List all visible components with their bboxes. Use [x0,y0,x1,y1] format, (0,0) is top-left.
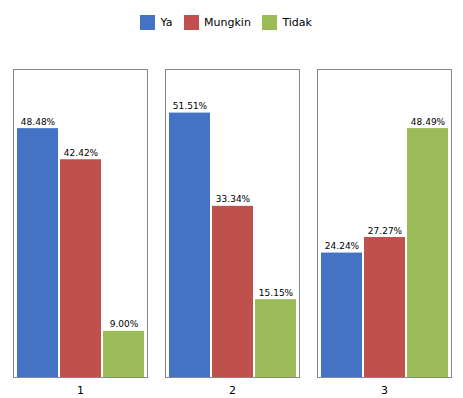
html-text:Ya: Ya [160,16,173,29]
svg-text:42.42%: 42.42% [64,147,99,157]
svg-text:2: 2 [229,384,236,397]
svg-text:33.34%: 33.34% [216,194,251,204]
svg-text:48.48%: 48.48% [21,116,56,126]
svg-text:27.27%: 27.27% [368,225,403,235]
svg-text:24.24%: 24.24% [325,241,360,251]
svg-text:9.00%: 9.00% [110,319,139,329]
html-text:Tidak: Tidak [282,16,312,29]
svg-text:1: 1 [77,384,84,397]
svg-text:51.51%: 51.51% [173,101,208,111]
html-text:Mungkin: Mungkin [204,16,251,29]
svg-text:15.15%: 15.15% [259,287,294,297]
svg-text:3: 3 [381,384,388,397]
svg-text:48.49%: 48.49% [411,116,446,126]
